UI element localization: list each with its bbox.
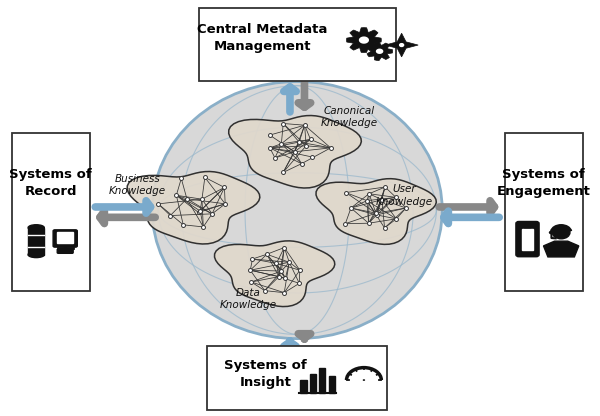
Text: Systems of
Engagement: Systems of Engagement [497,168,590,198]
Point [245,267,255,273]
Bar [300,380,307,393]
Point [265,144,275,151]
Polygon shape [376,49,383,54]
Point [341,189,350,196]
Circle shape [553,226,570,239]
Polygon shape [127,171,260,244]
Point [364,220,373,227]
Point [270,155,280,161]
Point [377,196,386,203]
Point [307,154,317,160]
Point [200,174,209,181]
Point [178,221,188,228]
Text: Systems of
Insight: Systems of Insight [224,359,307,389]
Text: Data
Knowledge: Data Knowledge [220,288,277,310]
Point [248,256,257,262]
Bar [310,374,316,393]
Point [278,169,288,176]
Text: Central Metadata
Management: Central Metadata Management [197,23,328,53]
Point [281,275,290,282]
Point [301,142,311,149]
Point [277,141,286,147]
Point [172,192,181,198]
Point [278,120,288,127]
Point [372,212,382,218]
Point [346,205,356,211]
Point [272,260,281,267]
FancyBboxPatch shape [28,228,44,255]
Point [364,191,374,197]
Point [295,267,305,273]
FancyBboxPatch shape [57,249,73,253]
Polygon shape [385,33,418,57]
Circle shape [549,230,554,234]
Point [290,149,299,155]
Polygon shape [359,37,369,44]
Point [277,268,286,275]
Polygon shape [229,116,361,188]
Point [265,132,275,139]
Point [326,144,335,151]
Bar [329,376,335,393]
Point [306,136,316,143]
Point [196,208,205,214]
Point [182,196,191,202]
Point [300,122,310,129]
Point [166,212,175,219]
Bar [319,368,325,393]
FancyBboxPatch shape [199,8,396,81]
Polygon shape [316,178,436,244]
Polygon shape [544,241,579,257]
Point [262,251,272,258]
Point [220,201,230,207]
Point [401,205,411,211]
Circle shape [400,44,404,47]
Point [380,225,389,231]
FancyBboxPatch shape [11,134,90,291]
FancyBboxPatch shape [522,229,533,250]
Point [280,244,289,251]
Point [295,139,304,145]
Point [341,220,350,227]
Ellipse shape [28,252,44,258]
Ellipse shape [28,225,44,230]
Point [247,279,256,285]
Point [295,280,304,287]
Text: Business
Knowledge: Business Knowledge [109,174,166,196]
Circle shape [363,379,365,381]
Point [274,273,284,280]
Point [280,290,289,296]
Ellipse shape [152,82,442,339]
Point [362,197,372,204]
Point [284,259,294,265]
FancyBboxPatch shape [516,221,539,257]
Point [371,210,381,216]
FancyBboxPatch shape [53,230,77,247]
Text: Canonical
Knowledge: Canonical Knowledge [321,106,378,128]
Point [220,184,229,191]
Point [260,287,269,294]
Point [154,201,163,207]
Polygon shape [347,27,382,52]
FancyBboxPatch shape [524,225,530,228]
Polygon shape [367,42,392,61]
Polygon shape [215,241,335,307]
FancyBboxPatch shape [505,134,583,291]
Point [194,209,203,216]
Point [207,210,217,217]
Point [380,184,390,191]
FancyBboxPatch shape [208,346,387,410]
Text: User
Knowledge: User Knowledge [376,184,433,207]
Point [176,175,186,182]
Text: Systems of
Record: Systems of Record [10,168,92,198]
Point [392,215,401,222]
FancyBboxPatch shape [57,232,73,243]
Point [391,194,401,201]
Point [199,223,208,230]
Point [197,196,207,203]
Point [297,160,307,167]
